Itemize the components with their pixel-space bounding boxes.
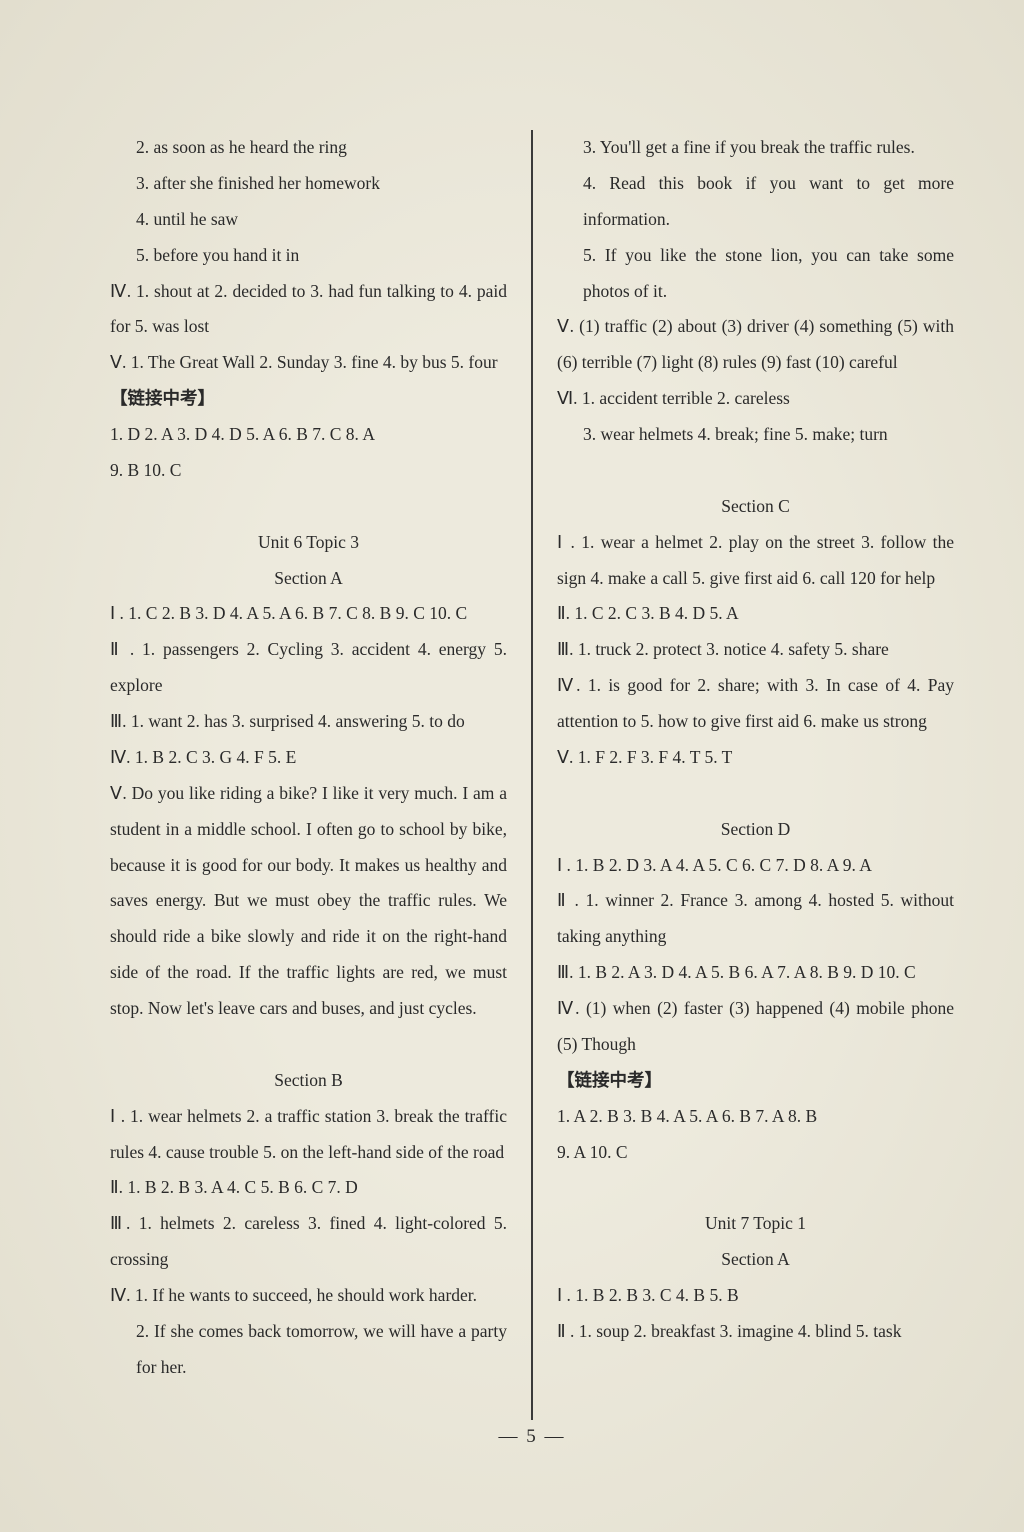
text-line: 4. until he saw [110, 202, 507, 238]
text-line: 9. B 10. C [110, 453, 507, 489]
text-line: Ⅱ . 1. passengers 2. Cycling 3. accident… [110, 632, 507, 704]
text-line: Ⅳ. 1. If he wants to succeed, he should … [110, 1278, 507, 1314]
text-line: Ⅱ . 1. soup 2. breakfast 3. imagine 4. b… [557, 1314, 954, 1350]
text-line: 5. before you hand it in [110, 238, 507, 274]
text-line: Ⅱ . 1. winner 2. France 3. among 4. host… [557, 883, 954, 955]
link-heading: 【链接中考】 [557, 1063, 954, 1099]
text-line: 1. A 2. B 3. B 4. A 5. A 6. B 7. A 8. B [557, 1099, 954, 1135]
text-line: Ⅲ. 1. B 2. A 3. D 4. A 5. B 6. A 7. A 8.… [557, 955, 954, 991]
text-line: 5. If you like the stone lion, you can t… [557, 238, 954, 310]
unit-heading: Unit 7 Topic 1 [557, 1206, 954, 1242]
text-line: 2. as soon as he heard the ring [110, 130, 507, 166]
text-line: Ⅱ. 1. C 2. C 3. B 4. D 5. A [557, 596, 954, 632]
text-line: 2. If she comes back tomorrow, we will h… [110, 1314, 507, 1386]
text-line: Ⅰ . 1. B 2. B 3. C 4. B 5. B [557, 1278, 954, 1314]
section-heading: Section D [557, 812, 954, 848]
page-number: — 5 — [110, 1426, 954, 1448]
text-line: 3. after she finished her homework [110, 166, 507, 202]
text-line: Ⅳ. 1. shout at 2. decided to 3. had fun … [110, 274, 507, 346]
unit-heading: Unit 6 Topic 3 [110, 525, 507, 561]
paragraph: Ⅴ. Do you like riding a bike? I like it … [110, 776, 507, 1027]
text-line: Ⅳ. 1. B 2. C 3. G 4. F 5. E [110, 740, 507, 776]
text-line: 3. You'll get a fine if you break the tr… [557, 130, 954, 166]
text-line: Ⅲ. 1. truck 2. protect 3. notice 4. safe… [557, 632, 954, 668]
section-heading: Section A [557, 1242, 954, 1278]
text-line: 1. D 2. A 3. D 4. D 5. A 6. B 7. C 8. A [110, 417, 507, 453]
text-line: Ⅰ . 1. wear helmets 2. a traffic station… [110, 1099, 507, 1171]
text-line: Ⅰ . 1. B 2. D 3. A 4. A 5. C 6. C 7. D 8… [557, 848, 954, 884]
columns: 2. as soon as he heard the ring 3. after… [110, 130, 954, 1420]
text-line: Ⅳ. 1. is good for 2. share; with 3. In c… [557, 668, 954, 740]
section-heading: Section C [557, 489, 954, 525]
section-heading: Section A [110, 561, 507, 597]
text-line: Ⅰ . 1. C 2. B 3. D 4. A 5. A 6. B 7. C 8… [110, 596, 507, 632]
text-line: 9. A 10. C [557, 1135, 954, 1171]
link-heading: 【链接中考】 [110, 381, 507, 417]
text-line: Ⅲ. 1. want 2. has 3. surprised 4. answer… [110, 704, 507, 740]
section-heading: Section B [110, 1063, 507, 1099]
text-line: Ⅴ. 1. The Great Wall 2. Sunday 3. fine 4… [110, 345, 507, 381]
text-line: Ⅲ. 1. helmets 2. careless 3. fined 4. li… [110, 1206, 507, 1278]
left-column: 2. as soon as he heard the ring 3. after… [110, 130, 527, 1420]
text-line: Ⅳ. (1) when (2) faster (3) happened (4) … [557, 991, 954, 1063]
right-column: 3. You'll get a fine if you break the tr… [537, 130, 954, 1420]
text-line: 4. Read this book if you want to get mor… [557, 166, 954, 238]
text-line: Ⅵ. 1. accident terrible 2. careless [557, 381, 954, 417]
text-line: 3. wear helmets 4. break; fine 5. make; … [557, 417, 954, 453]
text-line: Ⅰ . 1. wear a helmet 2. play on the stre… [557, 525, 954, 597]
text-line: Ⅴ. 1. F 2. F 3. F 4. T 5. T [557, 740, 954, 776]
page: 2. as soon as he heard the ring 3. after… [0, 0, 1024, 1532]
text-line: Ⅴ. (1) traffic (2) about (3) driver (4) … [557, 309, 954, 381]
column-divider [531, 130, 533, 1420]
text-line: Ⅱ. 1. B 2. B 3. A 4. C 5. B 6. C 7. D [110, 1170, 507, 1206]
